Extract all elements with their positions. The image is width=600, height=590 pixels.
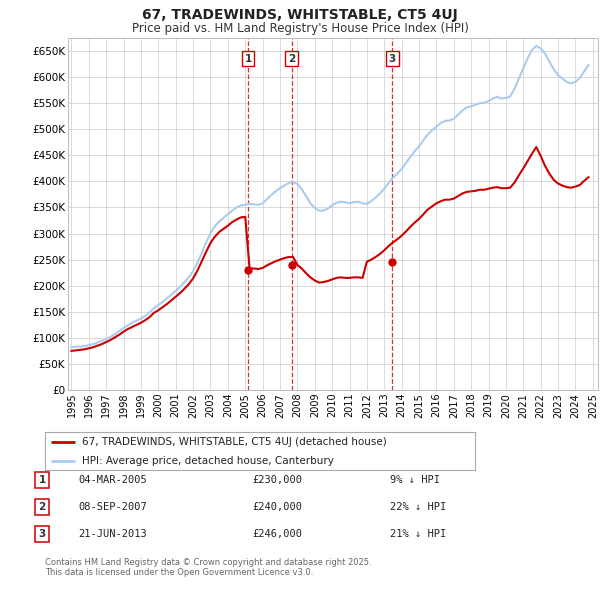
Text: £246,000: £246,000 (252, 529, 302, 539)
Text: 3: 3 (38, 529, 46, 539)
Text: Price paid vs. HM Land Registry's House Price Index (HPI): Price paid vs. HM Land Registry's House … (131, 22, 469, 35)
Text: 22% ↓ HPI: 22% ↓ HPI (390, 502, 446, 512)
Text: 2: 2 (38, 502, 46, 512)
Text: 67, TRADEWINDS, WHITSTABLE, CT5 4UJ: 67, TRADEWINDS, WHITSTABLE, CT5 4UJ (142, 8, 458, 22)
Text: £240,000: £240,000 (252, 502, 302, 512)
Text: HPI: Average price, detached house, Canterbury: HPI: Average price, detached house, Cant… (82, 455, 334, 466)
Text: 1: 1 (38, 475, 46, 485)
Text: 21% ↓ HPI: 21% ↓ HPI (390, 529, 446, 539)
Text: 9% ↓ HPI: 9% ↓ HPI (390, 475, 440, 485)
Text: 08-SEP-2007: 08-SEP-2007 (78, 502, 147, 512)
Text: 04-MAR-2005: 04-MAR-2005 (78, 475, 147, 485)
Text: 21-JUN-2013: 21-JUN-2013 (78, 529, 147, 539)
Text: 3: 3 (389, 54, 396, 64)
Text: 1: 1 (245, 54, 252, 64)
Text: Contains HM Land Registry data © Crown copyright and database right 2025.
This d: Contains HM Land Registry data © Crown c… (45, 558, 371, 578)
Text: £230,000: £230,000 (252, 475, 302, 485)
Text: 67, TRADEWINDS, WHITSTABLE, CT5 4UJ (detached house): 67, TRADEWINDS, WHITSTABLE, CT5 4UJ (det… (82, 437, 386, 447)
Text: 2: 2 (288, 54, 295, 64)
